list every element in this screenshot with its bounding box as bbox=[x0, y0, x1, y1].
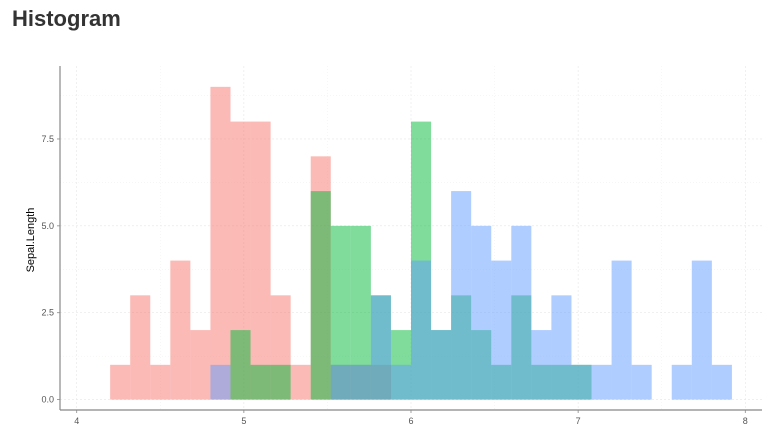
histogram-bar bbox=[411, 260, 432, 400]
histogram-bar bbox=[330, 364, 351, 400]
axes: 4 5 6 7 8 0.0 2.5 5.0 7.5 bbox=[41, 66, 762, 426]
page-title: Histogram bbox=[12, 6, 121, 31]
histogram-bar bbox=[310, 191, 331, 400]
histogram-bar bbox=[671, 364, 692, 400]
histogram-bar bbox=[110, 364, 131, 400]
histogram-bar bbox=[591, 364, 612, 400]
histogram-bar bbox=[250, 364, 271, 400]
histogram-bar bbox=[190, 330, 211, 400]
histogram-bar bbox=[511, 225, 532, 400]
histogram-bar bbox=[350, 364, 371, 400]
histogram-bar bbox=[531, 330, 552, 400]
histogram-bar bbox=[631, 364, 652, 400]
x-tick-label: 5 bbox=[241, 416, 246, 426]
histogram-bar bbox=[130, 295, 151, 400]
histogram-bar bbox=[571, 364, 592, 400]
histogram-bar bbox=[250, 121, 271, 400]
histogram-bar bbox=[170, 260, 191, 400]
y-axis-title: Sepal.Length bbox=[25, 208, 37, 273]
histogram-bar bbox=[270, 364, 291, 400]
x-tick-label: 4 bbox=[74, 416, 79, 426]
x-tick-label: 8 bbox=[743, 416, 748, 426]
histogram-bar bbox=[210, 86, 231, 400]
histogram-bar bbox=[350, 225, 371, 400]
histogram-bar bbox=[691, 260, 712, 400]
histogram-bar bbox=[150, 364, 171, 400]
y-tick-label: 0.0 bbox=[41, 395, 54, 405]
x-tick-label: 6 bbox=[408, 416, 413, 426]
histogram-bar bbox=[491, 260, 512, 400]
histogram-bar bbox=[451, 191, 472, 400]
histogram-bar bbox=[210, 364, 231, 400]
y-tick-label: 7.5 bbox=[41, 134, 54, 144]
y-tick-label: 5.0 bbox=[41, 221, 54, 231]
histogram-bar bbox=[711, 364, 732, 400]
y-tick-label: 2.5 bbox=[41, 308, 54, 318]
histogram-bar bbox=[551, 295, 572, 400]
histogram-bar bbox=[611, 260, 632, 400]
histogram-bar bbox=[471, 225, 492, 400]
histogram-bar bbox=[370, 295, 391, 400]
histogram-bar bbox=[390, 364, 411, 400]
histogram-bars bbox=[110, 86, 732, 400]
histogram-bar bbox=[330, 225, 351, 400]
histogram-bar bbox=[431, 330, 452, 400]
x-tick-label: 7 bbox=[576, 416, 581, 426]
histogram-bar bbox=[230, 330, 251, 400]
histogram-bar bbox=[290, 364, 311, 400]
